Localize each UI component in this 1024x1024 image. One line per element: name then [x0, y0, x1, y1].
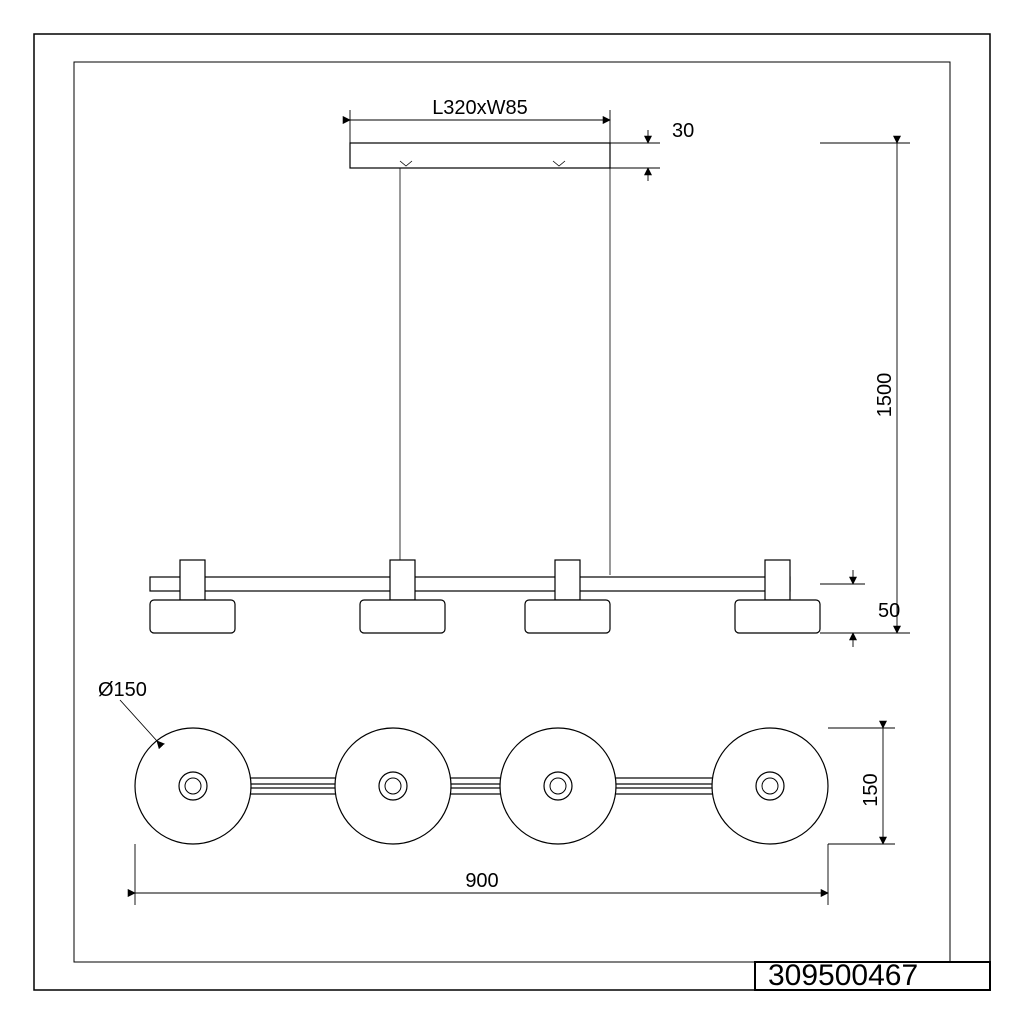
dim-canopy-width: L320xW85	[350, 97, 610, 143]
part-number-box: 309500467	[755, 959, 990, 992]
bar-front	[150, 577, 790, 591]
dim-canopy-height-label: 30	[672, 120, 694, 142]
dim-plan-height-label: 150	[860, 773, 882, 806]
part-number: 309500467	[768, 959, 918, 992]
dim-diameter-label: Ø150	[98, 679, 147, 701]
dim-canopy-height: 30	[610, 120, 694, 181]
dim-overall-width-label: 900	[465, 870, 498, 892]
plan-shade-3	[500, 728, 616, 844]
dim-canopy-label: L320xW85	[432, 97, 528, 119]
canopy	[350, 143, 610, 168]
bar-plan	[193, 778, 770, 794]
dim-bar-shade: 50	[820, 570, 900, 647]
outer-frame	[34, 34, 990, 990]
fixture-3	[525, 560, 610, 633]
plan-shade-4	[712, 728, 828, 844]
dim-bar-shade-label: 50	[878, 600, 900, 622]
fixture-2	[360, 560, 445, 633]
dim-diameter: Ø150	[98, 679, 157, 741]
dim-overall-height-label: 1500	[874, 373, 896, 418]
fixture-4	[735, 560, 820, 633]
dim-plan-height: 150	[828, 728, 895, 844]
plan-shade-1	[135, 728, 251, 844]
fixture-1	[150, 560, 235, 633]
dim-overall-height: 1500	[820, 143, 910, 633]
plan-shade-2	[335, 728, 451, 844]
dim-overall-width: 900	[135, 844, 828, 905]
dimension-drawing: L320xW85 30 1500	[0, 0, 1024, 1024]
